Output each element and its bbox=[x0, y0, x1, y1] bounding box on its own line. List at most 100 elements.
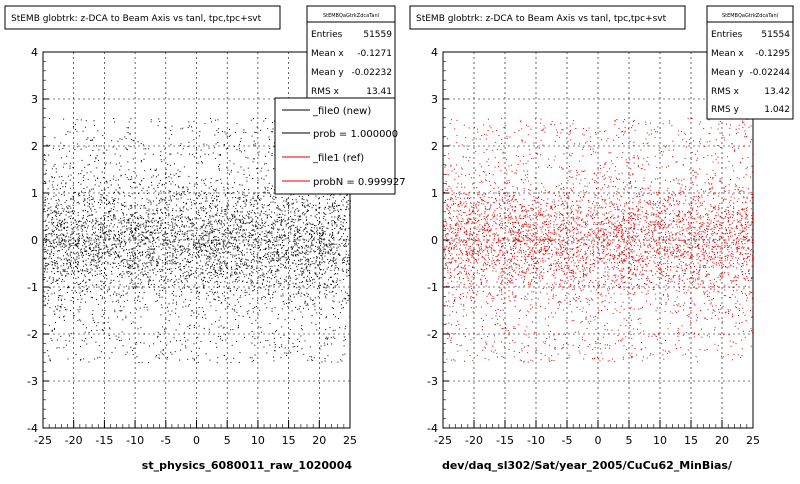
scatter-point bbox=[54, 328, 55, 329]
scatter-point bbox=[77, 202, 78, 203]
scatter-point bbox=[231, 238, 232, 239]
scatter-point bbox=[239, 215, 240, 216]
scatter-point bbox=[226, 209, 227, 210]
scatter-point bbox=[47, 263, 48, 264]
scatter-point bbox=[135, 254, 136, 255]
scatter-point bbox=[60, 247, 61, 248]
scatter-point bbox=[221, 273, 222, 274]
scatter-point bbox=[335, 222, 336, 223]
scatter-point bbox=[287, 198, 288, 199]
scatter-point bbox=[139, 252, 140, 253]
scatter-point bbox=[106, 181, 107, 182]
scatter-point bbox=[175, 217, 176, 218]
scatter-point bbox=[266, 353, 267, 354]
scatter-point bbox=[187, 251, 188, 252]
scatter-point bbox=[270, 247, 271, 248]
scatter-point bbox=[61, 307, 62, 308]
scatter-point bbox=[78, 246, 79, 247]
scatter-point bbox=[71, 260, 72, 261]
scatter-point bbox=[132, 286, 133, 287]
scatter-point bbox=[45, 266, 46, 267]
scatter-point bbox=[234, 211, 235, 212]
scatter-point bbox=[228, 209, 229, 210]
scatter-point bbox=[170, 199, 171, 200]
scatter-point bbox=[320, 269, 321, 270]
scatter-point bbox=[320, 249, 321, 250]
scatter-point bbox=[219, 268, 220, 269]
scatter-point bbox=[306, 219, 307, 220]
scatter-point bbox=[333, 337, 334, 338]
scatter-point bbox=[262, 283, 263, 284]
scatter-point bbox=[288, 210, 289, 211]
scatter-point bbox=[349, 270, 350, 271]
scatter-point bbox=[141, 316, 142, 317]
scatter-point bbox=[278, 206, 279, 207]
scatter-point bbox=[170, 144, 171, 145]
scatter-point bbox=[95, 223, 96, 224]
scatter-point bbox=[97, 155, 98, 156]
scatter-point bbox=[348, 255, 349, 256]
scatter-point bbox=[302, 329, 303, 330]
scatter-point bbox=[254, 231, 255, 232]
scatter-point bbox=[55, 306, 56, 307]
scatter-point bbox=[171, 230, 172, 231]
scatter-point bbox=[331, 361, 332, 362]
scatter-point bbox=[244, 230, 245, 231]
scatter-point bbox=[271, 217, 272, 218]
scatter-point bbox=[187, 326, 188, 327]
scatter-point bbox=[203, 243, 204, 244]
scatter-point bbox=[269, 258, 270, 259]
scatter-point bbox=[217, 213, 218, 214]
scatter-point bbox=[186, 209, 187, 210]
scatter-point bbox=[182, 260, 183, 261]
scatter-point bbox=[75, 260, 76, 261]
scatter-point bbox=[274, 266, 275, 267]
scatter-point bbox=[79, 243, 80, 244]
scatter-point bbox=[113, 226, 114, 227]
scatter-point bbox=[66, 207, 67, 208]
scatter-point bbox=[311, 277, 312, 278]
scatter-point bbox=[201, 249, 202, 250]
scatter-point bbox=[218, 260, 219, 261]
scatter-point bbox=[126, 293, 127, 294]
scatter-point bbox=[206, 263, 207, 264]
scatter-point bbox=[108, 249, 109, 250]
scatter-point bbox=[251, 266, 252, 267]
scatter-point bbox=[289, 259, 290, 260]
scatter-point bbox=[214, 135, 215, 136]
scatter-point bbox=[235, 269, 236, 270]
scatter-point bbox=[255, 143, 256, 144]
scatter-point bbox=[121, 242, 122, 243]
scatter-point bbox=[269, 148, 270, 149]
scatter-point bbox=[168, 222, 169, 223]
scatter-point bbox=[279, 347, 280, 348]
scatter-point bbox=[109, 251, 110, 252]
scatter-point bbox=[275, 221, 276, 222]
scatter-point bbox=[313, 239, 314, 240]
scatter-point bbox=[158, 118, 159, 119]
scatter-point bbox=[311, 215, 312, 216]
scatter-point bbox=[102, 231, 103, 232]
scatter-point bbox=[297, 216, 298, 217]
scatter-point bbox=[80, 346, 81, 347]
scatter-point bbox=[82, 340, 83, 341]
scatter-point bbox=[284, 304, 285, 305]
scatter-point bbox=[191, 226, 192, 227]
scatter-point bbox=[144, 292, 145, 293]
scatter-point bbox=[186, 218, 187, 219]
scatter-point bbox=[345, 328, 346, 329]
scatter-point bbox=[146, 237, 147, 238]
scatter-point bbox=[61, 281, 62, 282]
scatter-point bbox=[63, 243, 64, 244]
scatter-point bbox=[175, 308, 176, 309]
scatter-point bbox=[83, 280, 84, 281]
scatter-point bbox=[210, 229, 211, 230]
scatter-point bbox=[180, 254, 181, 255]
scatter-point bbox=[218, 296, 219, 297]
scatter-point bbox=[333, 254, 334, 255]
scatter-point bbox=[162, 200, 163, 201]
scatter-point bbox=[180, 171, 181, 172]
scatter-point bbox=[57, 185, 58, 186]
scatter-point bbox=[165, 212, 166, 213]
scatter-point bbox=[163, 276, 164, 277]
